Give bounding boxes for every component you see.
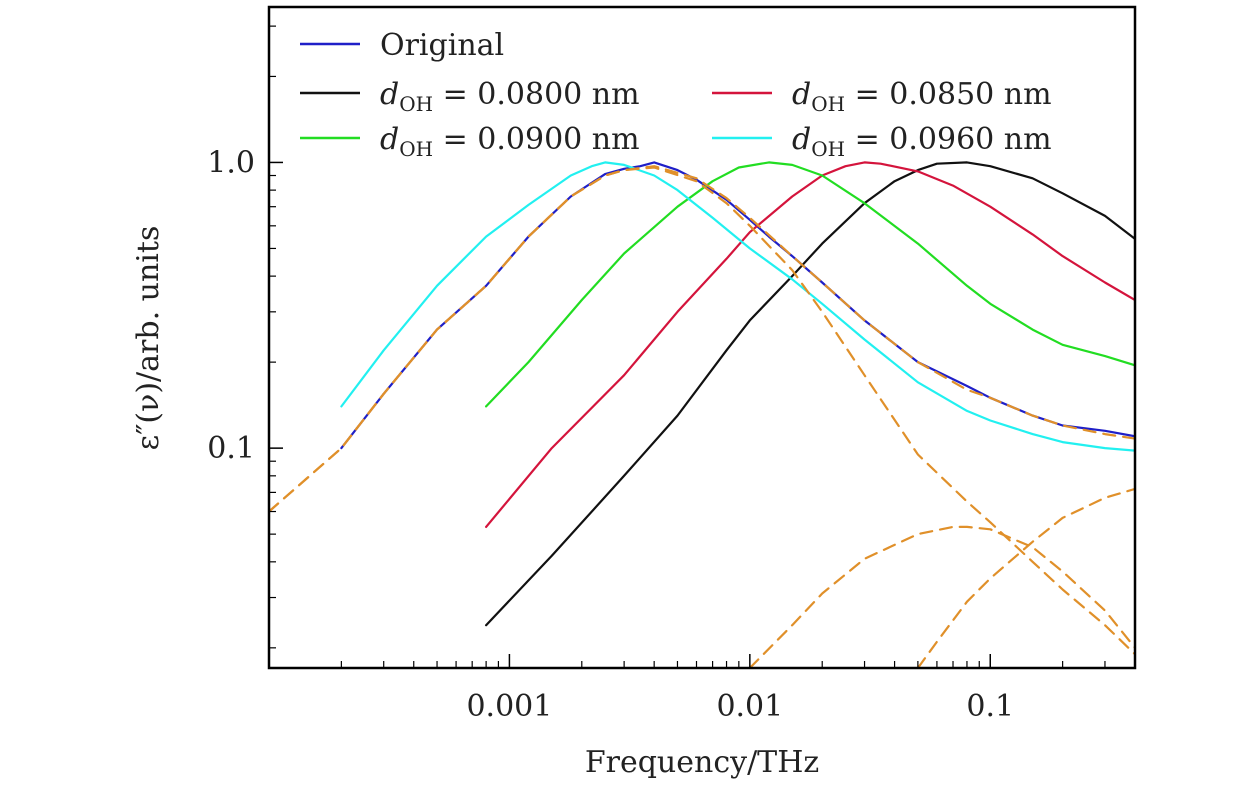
series-line-0 (340, 161, 1135, 450)
fit-curve-6 (269, 166, 1135, 656)
ticks-layer: 0.001 0.01 0.1 0.1 1.0 (207, 25, 1136, 724)
series-line-2 (485, 161, 1135, 528)
y-tick-label-1: 1.0 (207, 145, 255, 180)
y-axis-title: ε″(ν)/arb. units (131, 226, 166, 451)
x-tick-label-2: 0.1 (966, 689, 1014, 724)
x-axis-title: Frequency/THz (585, 745, 819, 780)
legend-label-2: dOH = 0.0850 nm (792, 77, 1052, 116)
series-line-1 (485, 161, 1135, 627)
fit-curve-7 (748, 525, 1135, 668)
x-tick-label-0: 0.001 (466, 689, 552, 724)
legend-label-3: dOH = 0.0900 nm (380, 122, 640, 161)
legend-label-4: dOH = 0.0960 nm (792, 122, 1052, 161)
legend-label-1: dOH = 0.0800 nm (380, 77, 640, 116)
fit-curve-8 (916, 487, 1135, 668)
y-tick-label-0: 0.1 (207, 431, 255, 466)
x-tick-label-1: 0.01 (716, 689, 783, 724)
legend: Original dOH = 0.0800 nm dOH = 0.0850 nm dO… (300, 28, 1052, 161)
series-layer (269, 161, 1135, 668)
plot-frame (267, 5, 1137, 670)
series-line-4 (340, 161, 1135, 452)
legend-label-0: Original (380, 28, 504, 63)
series-line-3 (485, 161, 1135, 408)
fit-curve-5 (269, 165, 1135, 513)
